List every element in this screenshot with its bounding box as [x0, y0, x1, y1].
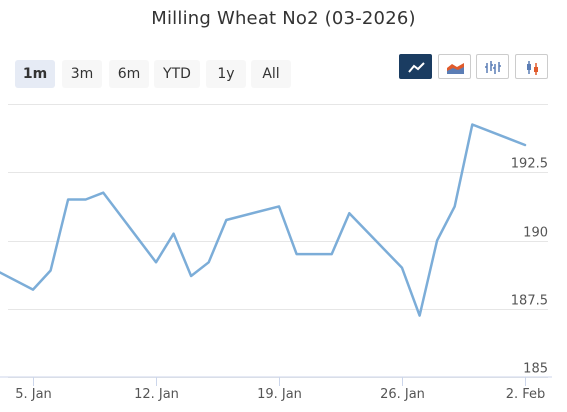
- data-point[interactable]: [345, 209, 353, 217]
- data-point[interactable]: [293, 250, 301, 258]
- data-point[interactable]: [82, 196, 90, 204]
- data-point[interactable]: [433, 237, 441, 245]
- range-button-6m[interactable]: 6m: [109, 60, 149, 88]
- data-point[interactable]: [29, 286, 37, 294]
- area-chart-icon: [447, 63, 464, 74]
- y-tick-label: 187.5: [511, 294, 548, 309]
- data-point[interactable]: [170, 230, 178, 238]
- data-point[interactable]: [99, 189, 107, 197]
- line-chart-icon: [408, 62, 425, 73]
- candlestick-chart-icon: [527, 61, 538, 75]
- candlestick-chart-button[interactable]: [515, 54, 548, 79]
- data-point[interactable]: [451, 202, 459, 210]
- range-button-1m[interactable]: 1m: [15, 60, 55, 88]
- area-chart-button[interactable]: [438, 54, 471, 79]
- x-tick-label: 19. Jan: [257, 387, 302, 402]
- line-chart-button[interactable]: [399, 54, 432, 79]
- y-tick-label: 185: [523, 362, 548, 377]
- chart-title: Milling Wheat No2 (03-2026): [151, 8, 416, 29]
- ohlc-chart-icon: [485, 61, 501, 74]
- series-layer: [0, 121, 529, 320]
- range-button-3m[interactable]: 3m: [62, 60, 102, 88]
- y-tick-label: 190: [523, 226, 548, 241]
- data-point[interactable]: [521, 141, 529, 149]
- x-tick-label: 5. Jan: [15, 387, 52, 402]
- y-axis-labels: 185 187.5 190 192.5: [511, 157, 548, 377]
- data-point[interactable]: [47, 267, 55, 275]
- x-tick-label: 26. Jan: [380, 387, 425, 402]
- range-button-all[interactable]: All: [251, 60, 291, 88]
- data-point[interactable]: [187, 272, 195, 280]
- price-line: [0, 123, 527, 317]
- x-tick-label: 12. Jan: [134, 387, 179, 402]
- x-axis: 5. Jan 12. Jan 19. Jan 26. Jan 2. Feb: [0, 376, 552, 402]
- data-point[interactable]: [398, 264, 406, 272]
- ohlc-chart-button[interactable]: [476, 54, 509, 79]
- data-point[interactable]: [222, 216, 230, 224]
- x-tick-label: 2. Feb: [506, 387, 546, 402]
- y-tick-label: 192.5: [511, 157, 548, 172]
- range-button-ytd[interactable]: YTD: [154, 60, 200, 88]
- data-point[interactable]: [152, 258, 160, 266]
- range-button-1y[interactable]: 1y: [206, 60, 246, 88]
- data-point[interactable]: [310, 250, 318, 258]
- data-point[interactable]: [416, 312, 424, 320]
- data-point[interactable]: [328, 250, 336, 258]
- data-point[interactable]: [205, 258, 213, 266]
- data-point[interactable]: [468, 121, 476, 129]
- data-point[interactable]: [275, 202, 283, 210]
- data-point[interactable]: [64, 196, 72, 204]
